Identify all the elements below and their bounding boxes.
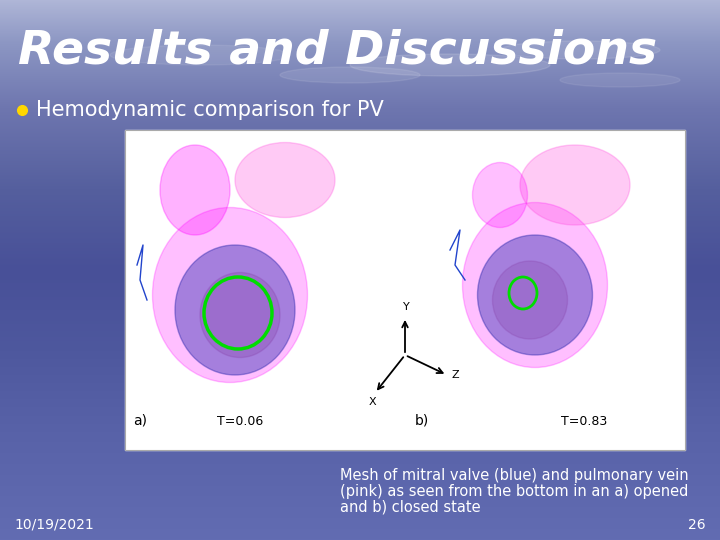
Ellipse shape xyxy=(492,261,567,339)
Text: 10/19/2021: 10/19/2021 xyxy=(14,518,94,532)
Bar xyxy=(125,130,685,450)
Ellipse shape xyxy=(110,45,290,65)
Text: T=0.83: T=0.83 xyxy=(561,415,608,428)
Ellipse shape xyxy=(520,145,630,225)
Bar xyxy=(125,130,685,450)
Ellipse shape xyxy=(200,273,280,357)
Text: Y: Y xyxy=(402,302,410,312)
Ellipse shape xyxy=(560,73,680,87)
Text: 26: 26 xyxy=(688,518,706,532)
Text: Z: Z xyxy=(452,370,459,380)
Text: Mesh of mitral valve (blue) and pulmonary vein: Mesh of mitral valve (blue) and pulmonar… xyxy=(340,468,688,483)
Ellipse shape xyxy=(175,245,295,375)
Ellipse shape xyxy=(500,41,660,59)
Text: Hemodynamic comparison for PV: Hemodynamic comparison for PV xyxy=(36,100,384,120)
Text: (pink) as seen from the bottom in an a) opened: (pink) as seen from the bottom in an a) … xyxy=(340,484,688,499)
Text: a): a) xyxy=(133,414,147,428)
Ellipse shape xyxy=(350,54,550,76)
Ellipse shape xyxy=(160,145,230,235)
Text: and b) closed state: and b) closed state xyxy=(340,500,481,515)
Ellipse shape xyxy=(153,207,307,382)
Text: X: X xyxy=(368,397,376,407)
Text: b): b) xyxy=(415,414,429,428)
Ellipse shape xyxy=(280,67,420,83)
Ellipse shape xyxy=(477,235,593,355)
Text: T=0.06: T=0.06 xyxy=(217,415,263,428)
Ellipse shape xyxy=(235,143,335,218)
Ellipse shape xyxy=(462,202,608,368)
Text: Results and Discussions: Results and Discussions xyxy=(18,28,657,73)
Ellipse shape xyxy=(472,163,528,227)
